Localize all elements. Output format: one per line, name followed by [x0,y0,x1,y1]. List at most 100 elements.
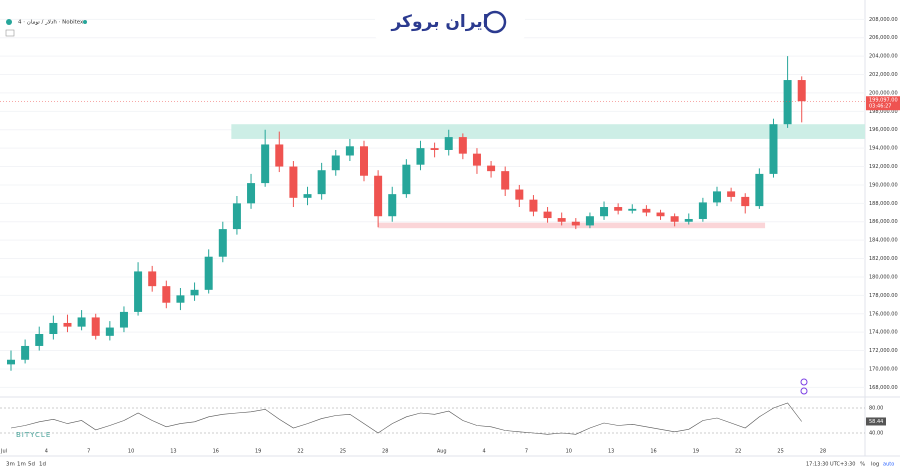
y-tick-label: 184,000.00 [869,238,898,244]
candle-body [176,295,185,303]
symbol-info: دلار / تومان · 4h · Nobitex [18,20,84,26]
candle-body [769,124,778,174]
y-tick-label: 196,000.00 [869,127,898,133]
x-tick-label: 16 [650,449,656,455]
candle-body [232,203,241,230]
range-button[interactable]: 1d [39,462,46,468]
status-dot [83,20,87,24]
candle-body [487,165,496,172]
osc-last-label: 58.44 [869,419,883,425]
y-tick-label: 200,000.00 [869,90,898,96]
candle-body [204,256,213,290]
event-icon[interactable] [800,378,808,386]
candle-body [134,271,143,312]
y-tick-label: 170,000.00 [869,366,898,372]
candle-body [360,146,368,176]
candle-body [331,155,340,171]
y-tick-label: 208,000.00 [869,17,898,23]
candle-body [416,148,425,165]
candle-body [303,194,312,198]
candle-body [345,146,354,156]
logo-box [375,0,525,42]
x-tick-label: 25 [777,449,783,455]
log-toggle[interactable]: log [871,462,879,468]
x-tick-label: 4 [45,449,48,455]
range-button[interactable]: 5d [28,462,35,468]
x-tick-label: 10 [566,449,572,455]
price-zone [378,222,766,229]
candle-body [275,144,284,167]
candle-body [190,289,199,296]
candle-body [585,216,594,226]
candle-body [713,191,721,203]
x-tick-label: 22 [735,449,741,455]
x-tick-label: 25 [340,449,346,455]
y-tick-label: 202,000.00 [869,72,898,78]
candle-body [21,345,30,360]
candle-body [600,207,609,217]
osc-tick-label: 80.00 [869,406,883,412]
candle-body [63,322,72,327]
candle-body [684,218,693,222]
x-tick-label: 7 [87,449,90,455]
candle-body [783,80,792,125]
candle-body [755,173,764,207]
y-tick-label: 178,000.00 [869,293,898,299]
y-tick-label: 180,000.00 [869,274,898,280]
candle-body [261,144,270,184]
candle-body [218,229,227,257]
last-price-box [866,96,900,111]
watermark: BITYCLE [16,431,51,439]
osc-last-box [866,417,886,426]
osc-tick-label: 40.00 [869,431,883,437]
candle-body [105,327,114,336]
event-icon[interactable] [800,387,808,395]
collapse-button[interactable] [5,29,15,37]
candle-body [642,208,651,213]
candle-body [289,166,298,198]
candle-body [444,137,453,150]
y-tick-label: 204,000.00 [869,54,898,60]
candle-body [797,80,806,102]
y-tick-label: 206,000.00 [869,35,898,41]
candle-body [571,221,580,226]
candle-body [557,218,566,222]
x-tick-label: Aug [437,449,447,455]
auto-toggle[interactable]: auto [883,462,894,468]
candle-body [374,175,383,217]
candle-body [430,148,439,150]
candle-body [515,189,524,200]
candle-body [529,199,538,212]
y-tick-label: 190,000.00 [869,182,898,188]
x-tick-label: 19 [255,449,261,455]
y-tick-label: 188,000.00 [869,201,898,207]
x-tick-label: 19 [693,449,699,455]
x-tick-label: 28 [382,449,388,455]
x-tick-label: 28 [820,449,826,455]
range-button[interactable]: 3m [6,462,15,468]
y-tick-label: 168,000.00 [869,385,898,391]
y-tick-label: 172,000.00 [869,348,898,354]
logo-icon [483,10,507,34]
y-tick-label: 176,000.00 [869,311,898,317]
price-zone [231,124,865,139]
candle-body [501,171,510,190]
x-tick-label: 7 [525,449,528,455]
y-tick-label: 198,000.00 [869,109,898,115]
candle-body [670,216,679,222]
candle-body [614,207,623,211]
candle-body [656,212,665,217]
x-tick-label: 10 [128,449,134,455]
candle-body [472,153,481,166]
last-price-label: 199,097.00 [869,98,898,104]
percent-toggle[interactable]: % [860,462,865,468]
candle-body [91,317,100,336]
y-tick-label: 182,000.00 [869,256,898,262]
y-tick-label: 174,000.00 [869,330,898,336]
candle-body [402,164,411,195]
oscillator-line [10,402,802,435]
range-button[interactable]: 1m [17,462,26,468]
candle-body [247,183,256,204]
